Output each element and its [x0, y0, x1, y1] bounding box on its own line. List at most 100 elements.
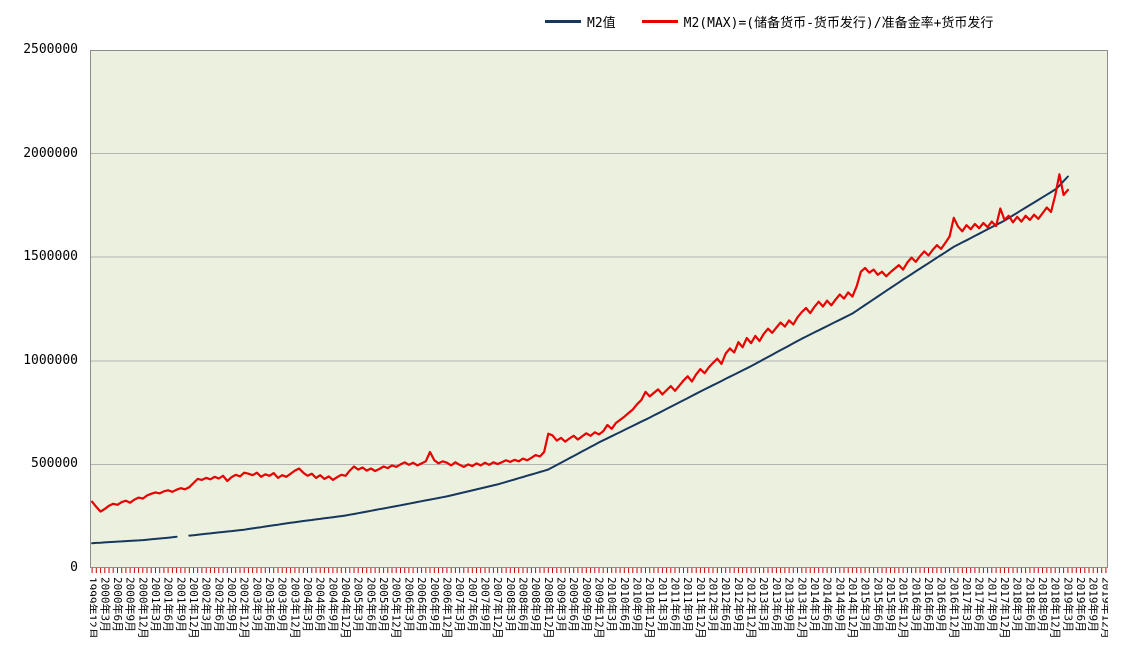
x-axis-label: 2005年9月: [377, 577, 391, 632]
x-axis-label: 2018年6月: [1023, 577, 1037, 632]
x-axis-label: 2018年9月: [1036, 577, 1050, 632]
x-axis-label: 2014年3月: [808, 577, 822, 632]
x-axis-label: 2017年12月: [998, 577, 1012, 639]
x-axis-label: 2003年9月: [276, 577, 290, 632]
x-axis-label: 2002年9月: [225, 577, 239, 632]
m2max-line-swatch: [641, 20, 678, 23]
x-axis-label: 2000年3月: [98, 577, 112, 632]
x-axis-label: 2016年12月: [947, 577, 961, 639]
x-axis-label: 2017年3月: [960, 577, 974, 632]
x-axis-label: 2011年3月: [656, 577, 670, 632]
x-axis-label: 1999年12月: [90, 577, 100, 639]
x-axis-label: 2003年12月: [288, 577, 302, 639]
legend-label-m2: M2值: [587, 16, 616, 31]
x-axis-label: 2004年12月: [339, 577, 353, 639]
chart-legend: M2值 M2(MAX)=(储备货币-货币发行)/准备金率+货币发行: [545, 12, 993, 31]
x-axis-label: 2016年6月: [922, 577, 936, 632]
x-axis-label: 2000年12月: [136, 577, 150, 639]
x-axis-label: 2005年6月: [364, 577, 378, 632]
x-axis-label: 2012年12月: [745, 577, 759, 639]
x-axis-label: 2006年9月: [428, 577, 442, 632]
x-axis-label: 2009年12月: [593, 577, 607, 639]
x-axis-label: 2012年9月: [732, 577, 746, 632]
x-axis-label: 2012年3月: [707, 577, 721, 632]
x-axis-label: 2013年6月: [770, 577, 784, 632]
x-axis-label: 2001年6月: [162, 577, 176, 632]
x-axis-label: 2010年9月: [631, 577, 645, 632]
x-axis-label: 2011年12月: [694, 577, 708, 639]
x-axis-label: 2001年12月: [187, 577, 201, 639]
x-axis-label: 2015年12月: [897, 577, 911, 639]
x-axis-label: 2008年9月: [529, 577, 543, 632]
x-axis-label: 2002年3月: [200, 577, 214, 632]
y-axis-label: 2000000: [23, 145, 78, 161]
x-axis-label: 2003年3月: [250, 577, 264, 632]
x-axis-label: 2004年9月: [326, 577, 340, 632]
x-axis-label: 2005年3月: [352, 577, 366, 632]
x-axis-label: 2007年12月: [491, 577, 505, 639]
x-axis-label: 2009年6月: [567, 577, 581, 632]
x-axis-label: 2019年12月: [1099, 577, 1108, 639]
x-axis-label: 2015年9月: [884, 577, 898, 632]
x-axis-label: 2014年6月: [821, 577, 835, 632]
y-axis: 0 500000 1000000 1500000 2000000 2500000: [0, 0, 80, 665]
x-axis-label: 2013年9月: [783, 577, 797, 632]
x-axis-label: 2012年6月: [719, 577, 733, 632]
x-axis-label: 2000年6月: [111, 577, 125, 632]
y-axis-label: 0: [70, 560, 78, 575]
x-axis-label: 2014年9月: [833, 577, 847, 632]
x-axis-label: 2009年9月: [580, 577, 594, 632]
x-axis-label: 2007年9月: [479, 577, 493, 632]
y-axis-label: 2500000: [23, 42, 78, 57]
legend-item-m2max: M2(MAX)=(储备货币-货币发行)/准备金率+货币发行: [641, 12, 994, 31]
x-axis-label: 2010年3月: [605, 577, 619, 632]
plot-area: 1999年12月 2000年3月 2000年6月 2000年9月 2000年12月 200…: [86, 50, 1113, 665]
x-axis-label: 2001年9月: [174, 577, 188, 632]
x-axis-label: 2018年12月: [1049, 577, 1063, 639]
x-axis-label: 2013年12月: [795, 577, 809, 639]
x-axis-label: 2017年9月: [985, 577, 999, 632]
x-axis-label: 2006年3月: [402, 577, 416, 632]
x-axis-label: 2016年9月: [935, 577, 949, 632]
x-axis-label: 2015年6月: [871, 577, 885, 632]
x-axis-label: 2007年3月: [453, 577, 467, 632]
x-axis-label: 2003年6月: [263, 577, 277, 632]
x-axis-label: 2018年3月: [1011, 577, 1025, 632]
x-axis-label: 2019年9月: [1087, 577, 1101, 632]
x-axis-label: 2010年12月: [643, 577, 657, 639]
y-axis-label: 1000000: [23, 352, 78, 368]
y-axis-label: 500000: [31, 456, 78, 472]
series-line-m2: [91, 175, 1069, 545]
x-axis-label: 2011年6月: [669, 577, 683, 632]
x-axis-label: 2006年6月: [415, 577, 429, 632]
x-axis-label: 2008年12月: [542, 577, 556, 639]
x-axis-label: 2004年3月: [301, 577, 315, 632]
x-axis-label: 2010年6月: [618, 577, 632, 632]
x-axis-label: 2007年6月: [466, 577, 480, 632]
x-axis-label: 2016年3月: [909, 577, 923, 632]
series-line-m2max: [91, 173, 1069, 513]
x-axis-label: 2019年6月: [1074, 577, 1088, 632]
x-axis-label: 2008年6月: [517, 577, 531, 632]
x-axis-label: 2002年6月: [212, 577, 226, 632]
legend-item-m2: M2值: [545, 12, 616, 31]
x-axis-label: 2005年12月: [390, 577, 404, 639]
plot-svg: 1999年12月 2000年3月 2000年6月 2000年9月 2000年12月 200…: [86, 50, 1113, 639]
x-axis-label: 2008年3月: [504, 577, 518, 632]
x-axis-label: 2000年9月: [124, 577, 138, 632]
x-axis-label: 2001年3月: [149, 577, 163, 632]
x-axis-label: 2002年12月: [238, 577, 252, 639]
x-axis-label: 2004年6月: [314, 577, 328, 632]
x-axis-label: 2011年9月: [681, 577, 695, 632]
x-axis-label: 2013年3月: [757, 577, 771, 632]
x-axis-label: 2015年3月: [859, 577, 873, 632]
legend-label-m2max: M2(MAX)=(储备货币-货币发行)/准备金率+货币发行: [683, 16, 994, 31]
y-axis-label: 1500000: [23, 249, 78, 265]
x-axis-label: 2019年3月: [1061, 577, 1075, 632]
x-axis-label: 2009年3月: [555, 577, 569, 632]
x-axis-label: 2006年12月: [440, 577, 454, 639]
m2-line-swatch: [545, 20, 581, 23]
x-axis-label: 2014年12月: [846, 577, 860, 639]
x-axis-label: 2017年6月: [973, 577, 987, 632]
